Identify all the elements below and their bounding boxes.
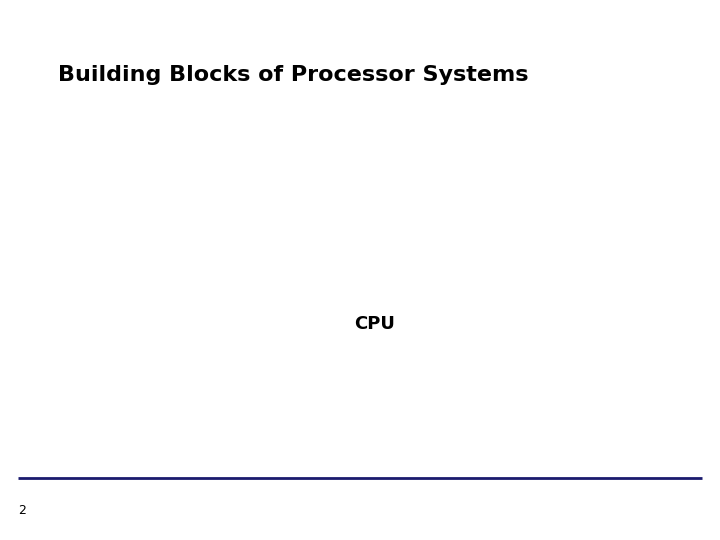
- Text: Building Blocks of Processor Systems: Building Blocks of Processor Systems: [58, 65, 528, 85]
- Text: CPU: CPU: [354, 315, 395, 333]
- Text: 2: 2: [18, 504, 26, 517]
